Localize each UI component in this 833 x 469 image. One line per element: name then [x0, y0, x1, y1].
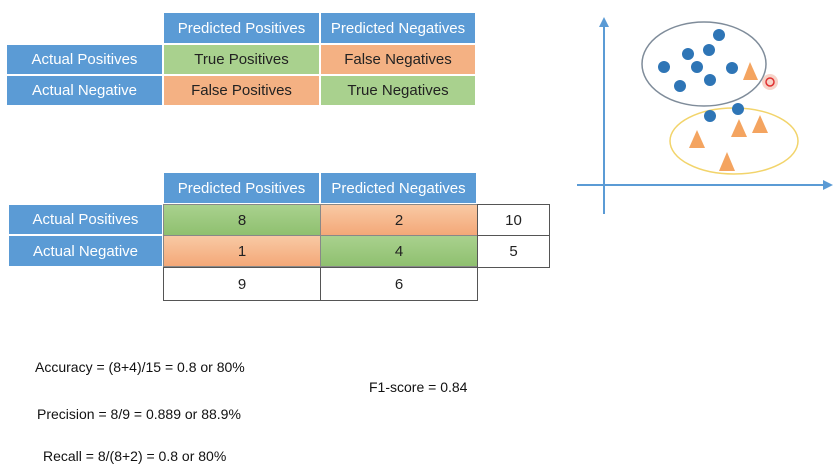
- circle-point: [704, 74, 716, 86]
- positive-points: [658, 29, 744, 122]
- col-total-predicted-positives: 9: [163, 267, 321, 301]
- triangle-point: [752, 115, 768, 133]
- cell-false-positives-count: 1: [163, 235, 321, 267]
- recall-formula: Recall = 8/(8+2) = 0.8 or 80%: [43, 448, 227, 464]
- circle-point: [703, 44, 715, 56]
- col-header-predicted-positives: Predicted Positives: [163, 12, 320, 44]
- row-total-actual-positives: 10: [477, 204, 550, 236]
- cell-false-positives: False Positives: [163, 75, 320, 106]
- negative-cluster-outline: [669, 107, 799, 175]
- circle-point: [658, 61, 670, 73]
- triangle-point: [731, 119, 747, 137]
- col-total-predicted-negatives: 6: [320, 267, 478, 301]
- cell-false-negatives: False Negatives: [320, 44, 476, 75]
- accuracy-formula: Accuracy = (8+4)/15 = 0.8 or 80%: [35, 359, 245, 375]
- f1-score-formula: F1-score = 0.84: [369, 379, 468, 395]
- circle-point: [704, 110, 716, 122]
- row-header-actual-negative: Actual Negative: [8, 235, 163, 267]
- col-header-predicted-negatives: Predicted Negatives: [320, 172, 477, 204]
- circle-point: [713, 29, 725, 41]
- positive-cluster-outline: [641, 21, 767, 107]
- cell-true-positives: True Positives: [163, 44, 320, 75]
- circle-point: [726, 62, 738, 74]
- col-header-predicted-negatives: Predicted Negatives: [320, 12, 476, 44]
- row-header-actual-positives: Actual Positives: [6, 44, 163, 75]
- triangle-point: [743, 62, 758, 80]
- circle-point: [674, 80, 686, 92]
- col-header-predicted-positives: Predicted Positives: [163, 172, 320, 204]
- circle-point: [682, 48, 694, 60]
- cell-false-negatives-count: 2: [320, 204, 478, 236]
- row-header-actual-positives: Actual Positives: [8, 204, 163, 235]
- negative-points: [689, 62, 768, 171]
- cell-true-negatives: True Negatives: [320, 75, 476, 106]
- row-header-actual-negative: Actual Negative: [6, 75, 163, 106]
- cell-true-positives-count: 8: [163, 204, 321, 236]
- circle-point: [732, 103, 744, 115]
- row-total-actual-negative: 5: [477, 235, 550, 268]
- misclassified-marker: [762, 74, 778, 90]
- precision-formula: Precision = 8/9 = 0.889 or 88.9%: [37, 406, 241, 422]
- cell-true-negatives-count: 4: [320, 235, 478, 267]
- triangle-point: [689, 130, 705, 148]
- triangle-point: [719, 152, 735, 171]
- circle-point: [691, 61, 703, 73]
